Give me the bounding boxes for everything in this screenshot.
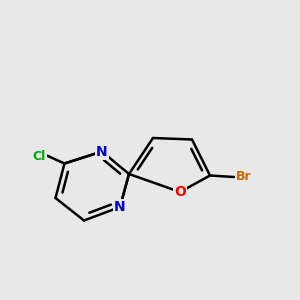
Text: Br: Br	[236, 170, 251, 184]
Text: Cl: Cl	[32, 149, 46, 163]
Text: N: N	[96, 145, 108, 158]
Text: N: N	[114, 200, 126, 214]
Text: O: O	[174, 185, 186, 199]
